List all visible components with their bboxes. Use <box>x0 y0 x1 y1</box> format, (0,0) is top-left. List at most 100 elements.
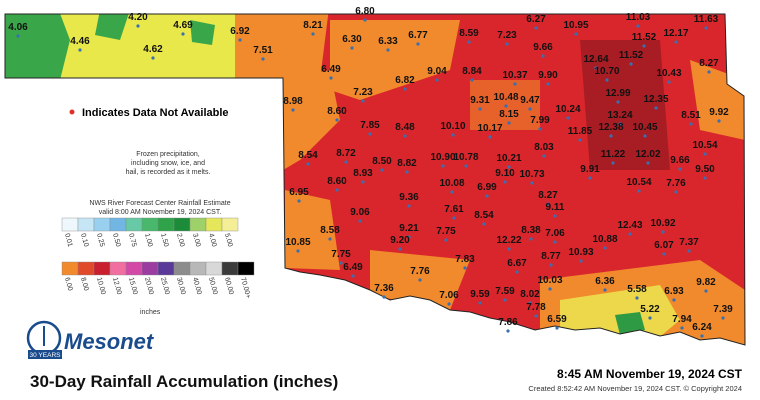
station-dot <box>296 249 300 253</box>
station-value: 9.06 <box>350 207 370 218</box>
station-dot <box>444 238 448 242</box>
station-dot <box>642 44 646 48</box>
station-dot <box>703 152 707 156</box>
scale-swatch <box>221 261 239 276</box>
station-dot <box>416 42 420 46</box>
station-dot <box>661 230 665 234</box>
scale-swatch <box>157 217 175 232</box>
station-dot <box>136 24 140 28</box>
scale-label: 1.50 <box>159 233 169 248</box>
station-value: 9.82 <box>696 277 716 288</box>
station-value: 8.50 <box>372 156 392 167</box>
station-value: 10.90 <box>430 152 455 163</box>
station-value: 9.20 <box>390 235 410 246</box>
station-value: 7.78 <box>526 302 546 313</box>
scale-title: valid 8:00 AM November 19, 2024 CST. <box>99 209 222 216</box>
station-dot <box>358 219 362 223</box>
station-value: 6.07 <box>654 240 674 251</box>
scale-label: 60.00 <box>223 277 234 296</box>
station-value: 10.93 <box>568 247 593 258</box>
station-dot <box>451 133 455 137</box>
station-dot <box>637 189 641 193</box>
station-dot <box>505 42 509 46</box>
station-dot <box>403 134 407 138</box>
station-dot <box>504 104 508 108</box>
station-dot <box>386 48 390 52</box>
station-value: 8.54 <box>298 150 318 161</box>
station-dot <box>605 78 609 82</box>
scale-label: 0.50 <box>111 233 121 248</box>
station-dot <box>450 190 454 194</box>
station-dot <box>261 57 265 61</box>
station-dot <box>503 180 507 184</box>
station-value: 12.43 <box>617 220 642 231</box>
scale-swatch <box>189 261 207 276</box>
station-dot <box>578 138 582 142</box>
station-dot <box>704 26 708 30</box>
scale-label: 0.10 <box>79 233 89 248</box>
station-value: 10.78 <box>453 152 478 163</box>
scale-label: 15.00 <box>127 277 138 296</box>
station-value: 8.77 <box>541 251 561 262</box>
scale-swatch <box>125 217 143 232</box>
station-dot <box>643 134 647 138</box>
station-value: 7.85 <box>360 120 380 131</box>
scale-swatch <box>173 261 191 276</box>
station-dot <box>291 108 295 112</box>
station-value: 6.77 <box>408 30 428 41</box>
scale-swatch <box>77 261 95 276</box>
station-dot <box>546 202 550 206</box>
station-value: 7.75 <box>331 249 351 260</box>
station-value: 9.91 <box>580 164 600 175</box>
station-value: 9.66 <box>533 42 553 53</box>
timestamp: 8:45 AM November 19, 2024 CST <box>557 367 743 381</box>
station-dot <box>548 287 552 291</box>
station-dot <box>407 204 411 208</box>
station-value: 11.03 <box>626 12 651 23</box>
station-dot <box>721 316 725 320</box>
station-dot <box>566 116 570 120</box>
station-dot <box>616 100 620 104</box>
scale-title: NWS River Forecast Center Rainfall Estim… <box>89 200 230 207</box>
station-value: 7.51 <box>253 45 273 56</box>
station-dot <box>478 107 482 111</box>
station-dot <box>507 165 511 169</box>
station-value: 9.31 <box>470 95 490 106</box>
scale-label: 50.00 <box>207 277 218 296</box>
station-dot <box>507 121 511 125</box>
station-value: 9.10 <box>495 168 515 179</box>
station-dot <box>588 176 592 180</box>
station-dot <box>78 48 82 52</box>
station-value: 6.82 <box>395 75 415 86</box>
logo-name: Mesonet <box>64 329 155 354</box>
station-dot <box>181 32 185 36</box>
scale-label: 5.00 <box>223 233 233 248</box>
station-dot <box>151 56 155 60</box>
station-value: 6.59 <box>547 314 567 325</box>
station-value: 9.59 <box>470 289 490 300</box>
station-value: 4.46 <box>70 36 90 47</box>
station-dot <box>407 235 411 239</box>
scale-swatch <box>205 261 223 276</box>
station-dot <box>361 99 365 103</box>
station-value: 8.82 <box>397 158 417 169</box>
na-dot <box>69 109 75 115</box>
scale-swatch <box>109 217 127 232</box>
station-value: 6.33 <box>378 36 398 47</box>
station-value: 10.54 <box>692 140 717 151</box>
station-value: 8.38 <box>521 225 541 236</box>
station-value: 7.61 <box>444 204 464 215</box>
station-dot <box>534 314 538 318</box>
station-dot <box>515 270 519 274</box>
station-dot <box>467 40 471 44</box>
station-value: 10.85 <box>285 237 310 248</box>
scale-swatch <box>93 261 111 276</box>
station-value: 10.92 <box>650 218 675 229</box>
station-dot <box>339 261 343 265</box>
scale-label: 25.00 <box>159 277 170 296</box>
scale-label: 4.00 <box>207 233 217 248</box>
station-value: 7.99 <box>530 115 550 126</box>
station-value: 9.04 <box>427 66 447 77</box>
station-value: 12.02 <box>635 149 660 160</box>
station-dot <box>380 168 384 172</box>
